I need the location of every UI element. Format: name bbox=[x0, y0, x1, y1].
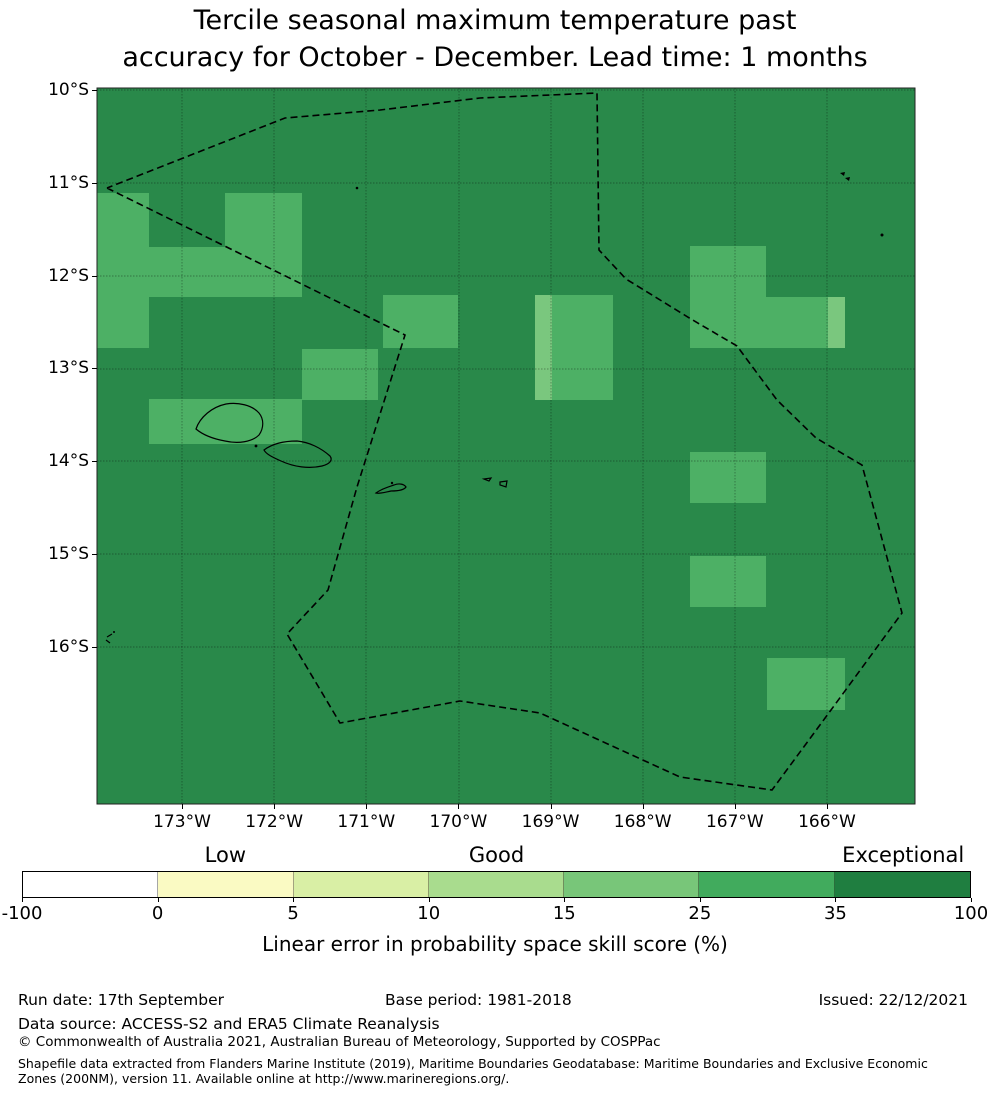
island-upolu bbox=[263, 440, 332, 468]
skill-cell bbox=[383, 295, 458, 348]
colorbar-band-low: Low bbox=[204, 843, 247, 867]
colorbar-tick-label: 100 bbox=[953, 903, 989, 924]
x-tick-mark bbox=[734, 804, 736, 809]
y-tick-mark bbox=[92, 368, 97, 370]
eez-boundary-line bbox=[106, 92, 903, 791]
skill-cell bbox=[535, 295, 552, 400]
colorbar-segment bbox=[564, 872, 700, 897]
colorbar-segment bbox=[699, 872, 835, 897]
colorbar-axis-label: Linear error in probability space skill … bbox=[262, 932, 728, 956]
colorbar-tick-label: 15 bbox=[552, 903, 576, 924]
y-tick-label: 14°S bbox=[48, 451, 89, 472]
colorbar-tick-mark bbox=[428, 898, 430, 902]
islet-dot bbox=[355, 186, 359, 190]
colorbar-band-exceptional: Exceptional bbox=[842, 843, 965, 867]
skill-cell bbox=[225, 193, 302, 247]
colorbar-tick-mark bbox=[157, 898, 159, 902]
skill-cell bbox=[690, 246, 766, 297]
skill-cell bbox=[552, 295, 613, 400]
shapefile-note-text: Shapefile data extracted from Flanders M… bbox=[18, 1056, 928, 1086]
x-tick-mark bbox=[826, 804, 828, 809]
islet-dot bbox=[390, 481, 394, 485]
figure-title: Tercile seasonal maximum temperature pas… bbox=[0, 2, 990, 76]
colorbar-segment bbox=[428, 872, 565, 897]
figure-title-line2: accuracy for October - December. Lead ti… bbox=[122, 42, 868, 73]
colorbar-tick-mark bbox=[699, 898, 701, 902]
x-tick-mark bbox=[274, 804, 276, 809]
skill-cell bbox=[97, 193, 149, 348]
x-tick-label: 169°W bbox=[521, 812, 580, 832]
y-tick-mark bbox=[92, 646, 97, 648]
colorbar-tick-mark bbox=[564, 898, 566, 902]
run-date-text: Run date: 17th September bbox=[18, 991, 224, 1009]
colorbar-tick-label: 0 bbox=[151, 903, 164, 924]
island-ofu-olosega bbox=[481, 477, 493, 482]
colorbar-segment bbox=[834, 872, 970, 897]
x-tick-mark bbox=[550, 804, 552, 809]
x-tick-label: 173°W bbox=[153, 812, 211, 832]
y-tick-label: 10°S bbox=[48, 80, 89, 100]
base-period-text: Base period: 1981-2018 bbox=[385, 991, 572, 1009]
y-tick-label: 15°S bbox=[48, 544, 89, 565]
y-tick-label: 16°S bbox=[48, 636, 89, 657]
copyright-text: © Commonwealth of Australia 2021, Austra… bbox=[18, 1034, 661, 1050]
map-frame bbox=[96, 87, 916, 805]
x-tick-label: 167°W bbox=[705, 812, 764, 832]
skill-cell bbox=[767, 658, 845, 710]
colorbar-tick-mark bbox=[971, 898, 972, 902]
x-tick-label: 172°W bbox=[245, 812, 304, 832]
colorbar-segment bbox=[158, 872, 294, 897]
y-tick-mark bbox=[92, 182, 97, 184]
y-tick-mark bbox=[92, 554, 97, 556]
x-tick-label: 166°W bbox=[798, 812, 856, 832]
skill-cell bbox=[149, 399, 302, 444]
skill-cell bbox=[690, 556, 766, 607]
y-tick-label: 12°S bbox=[48, 265, 89, 286]
x-tick-label: 168°W bbox=[613, 812, 672, 832]
islet-fleck bbox=[840, 172, 845, 176]
issued-text: Issued: 22/12/2021 bbox=[818, 991, 968, 1009]
x-tick-mark bbox=[642, 804, 644, 809]
island-savaii bbox=[195, 402, 264, 443]
islet-fleck bbox=[845, 177, 850, 181]
skill-cell bbox=[302, 349, 378, 400]
skill-cell bbox=[690, 452, 766, 503]
x-tick-mark bbox=[366, 804, 368, 809]
x-tick-mark bbox=[182, 804, 183, 809]
x-tick-label: 170°W bbox=[429, 812, 488, 832]
colorbar-tick-label: -100 bbox=[1, 903, 43, 924]
y-tick-mark bbox=[92, 275, 97, 277]
colorbar-tick-mark bbox=[835, 898, 837, 902]
colorbar-segment bbox=[23, 872, 159, 897]
x-tick-label: 171°W bbox=[337, 812, 396, 832]
colorbar-tick-mark bbox=[293, 898, 295, 902]
colorbar-tick-label: 35 bbox=[823, 903, 847, 924]
skill-cell bbox=[828, 297, 845, 348]
colorbar-segment bbox=[293, 872, 429, 897]
colorbar-tick-label: 5 bbox=[287, 903, 299, 924]
colorbar-tick-mark bbox=[22, 898, 23, 902]
data-source-text: Data source: ACCESS-S2 and ERA5 Climate … bbox=[18, 1015, 440, 1033]
figure-title-line1: Tercile seasonal maximum temperature pas… bbox=[193, 5, 797, 36]
island-tutuila bbox=[374, 483, 407, 494]
colorbar-band-good: Good bbox=[468, 843, 525, 867]
islet-dot bbox=[880, 233, 884, 237]
y-tick-label: 11°S bbox=[48, 172, 89, 193]
x-tick-mark bbox=[458, 804, 460, 809]
island-tau bbox=[499, 480, 508, 488]
island-niuafoou bbox=[105, 633, 113, 644]
skill-cell bbox=[690, 297, 828, 348]
y-tick-label: 13°S bbox=[48, 358, 89, 379]
islet-dot bbox=[254, 444, 258, 448]
colorbar-tick-label: 10 bbox=[417, 903, 441, 924]
islet-dot bbox=[113, 631, 115, 633]
colorbar bbox=[22, 871, 971, 898]
colorbar-tick-label: 25 bbox=[688, 903, 712, 924]
y-tick-mark bbox=[92, 461, 97, 463]
y-tick-mark bbox=[92, 90, 97, 91]
